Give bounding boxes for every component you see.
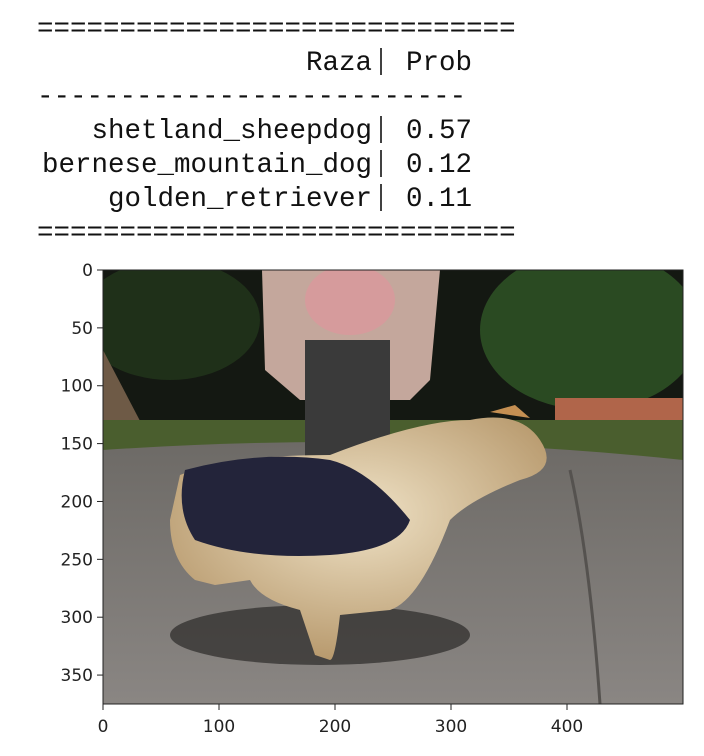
y-tick-label: 250 — [61, 550, 93, 570]
rule: -------------------------- — [37, 82, 466, 113]
y-tick-label: 100 — [61, 377, 93, 397]
axes-frame — [102, 269, 684, 705]
y-tick-label: 350 — [61, 666, 93, 686]
column-value: 0.11 — [406, 184, 472, 215]
x-tick-label: 100 — [203, 717, 235, 737]
x-tick-label: 200 — [319, 717, 351, 737]
column-value: Prob — [406, 48, 472, 79]
x-tick-label: 400 — [551, 717, 583, 737]
column-value: 0.12 — [406, 150, 472, 181]
y-tick-label: 300 — [61, 608, 93, 628]
y-tick-label: 150 — [61, 435, 93, 455]
y-tick-label: 0 — [82, 261, 93, 281]
column-value: 0.57 — [406, 116, 472, 147]
rule: ============================= — [37, 14, 516, 45]
column-label: shetland_sheepdog — [91, 116, 372, 147]
x-tick-label: 0 — [98, 717, 109, 737]
rule: ============================= — [37, 218, 516, 249]
dog-photo — [103, 270, 683, 704]
column-label: bernese_mountain_dog — [42, 150, 372, 181]
y-tick-label: 50 — [71, 319, 93, 339]
column-label: Raza — [306, 48, 372, 79]
column-label: golden_retriever — [108, 184, 372, 215]
y-tick-label: 200 — [61, 492, 93, 512]
x-tick-label: 300 — [435, 717, 467, 737]
